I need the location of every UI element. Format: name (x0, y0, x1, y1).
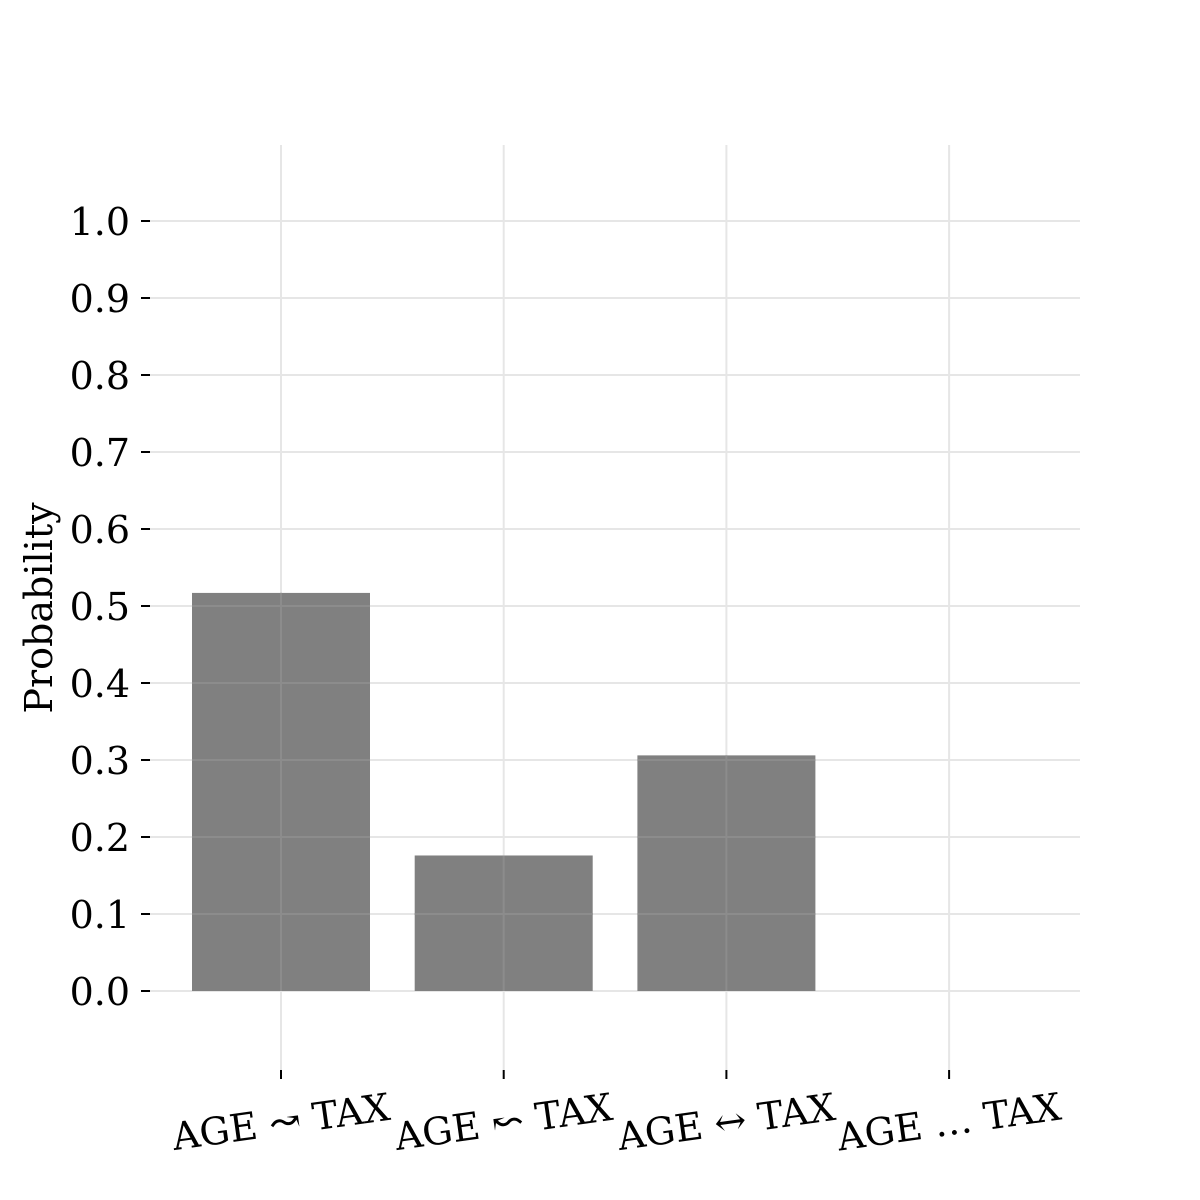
y-tick-label: 0.2 (70, 816, 130, 860)
y-tick-label: 1.0 (70, 200, 130, 244)
y-tick-label: 0.7 (70, 431, 130, 475)
bar-layer (192, 592, 816, 991)
y-tick-label: 0.3 (70, 739, 130, 783)
y-axis: 0.0 0.1 0.2 0.3 0.4 0.5 0.6 0.7 0.8 0.9 1.0 (70, 200, 150, 1014)
y-tick-label: 0.5 (70, 585, 130, 629)
y-tick-label: 0.8 (70, 354, 130, 398)
y-axis-label: Probability (17, 502, 61, 714)
y-tick-label: 0.9 (70, 277, 130, 321)
x-tick-label: AGE ↝ TAX (168, 1085, 392, 1159)
y-tick-label: 0.6 (70, 508, 130, 552)
y-tick-label: 0.1 (70, 893, 130, 937)
x-tick-label: AGE ↔ TAX (614, 1085, 838, 1159)
x-tick-label: AGE … TAX (833, 1085, 1063, 1160)
y-tick-label: 0.0 (70, 970, 130, 1014)
y-tick-label: 0.4 (70, 662, 130, 706)
x-tick-label: AGE ↜ TAX (391, 1085, 615, 1159)
